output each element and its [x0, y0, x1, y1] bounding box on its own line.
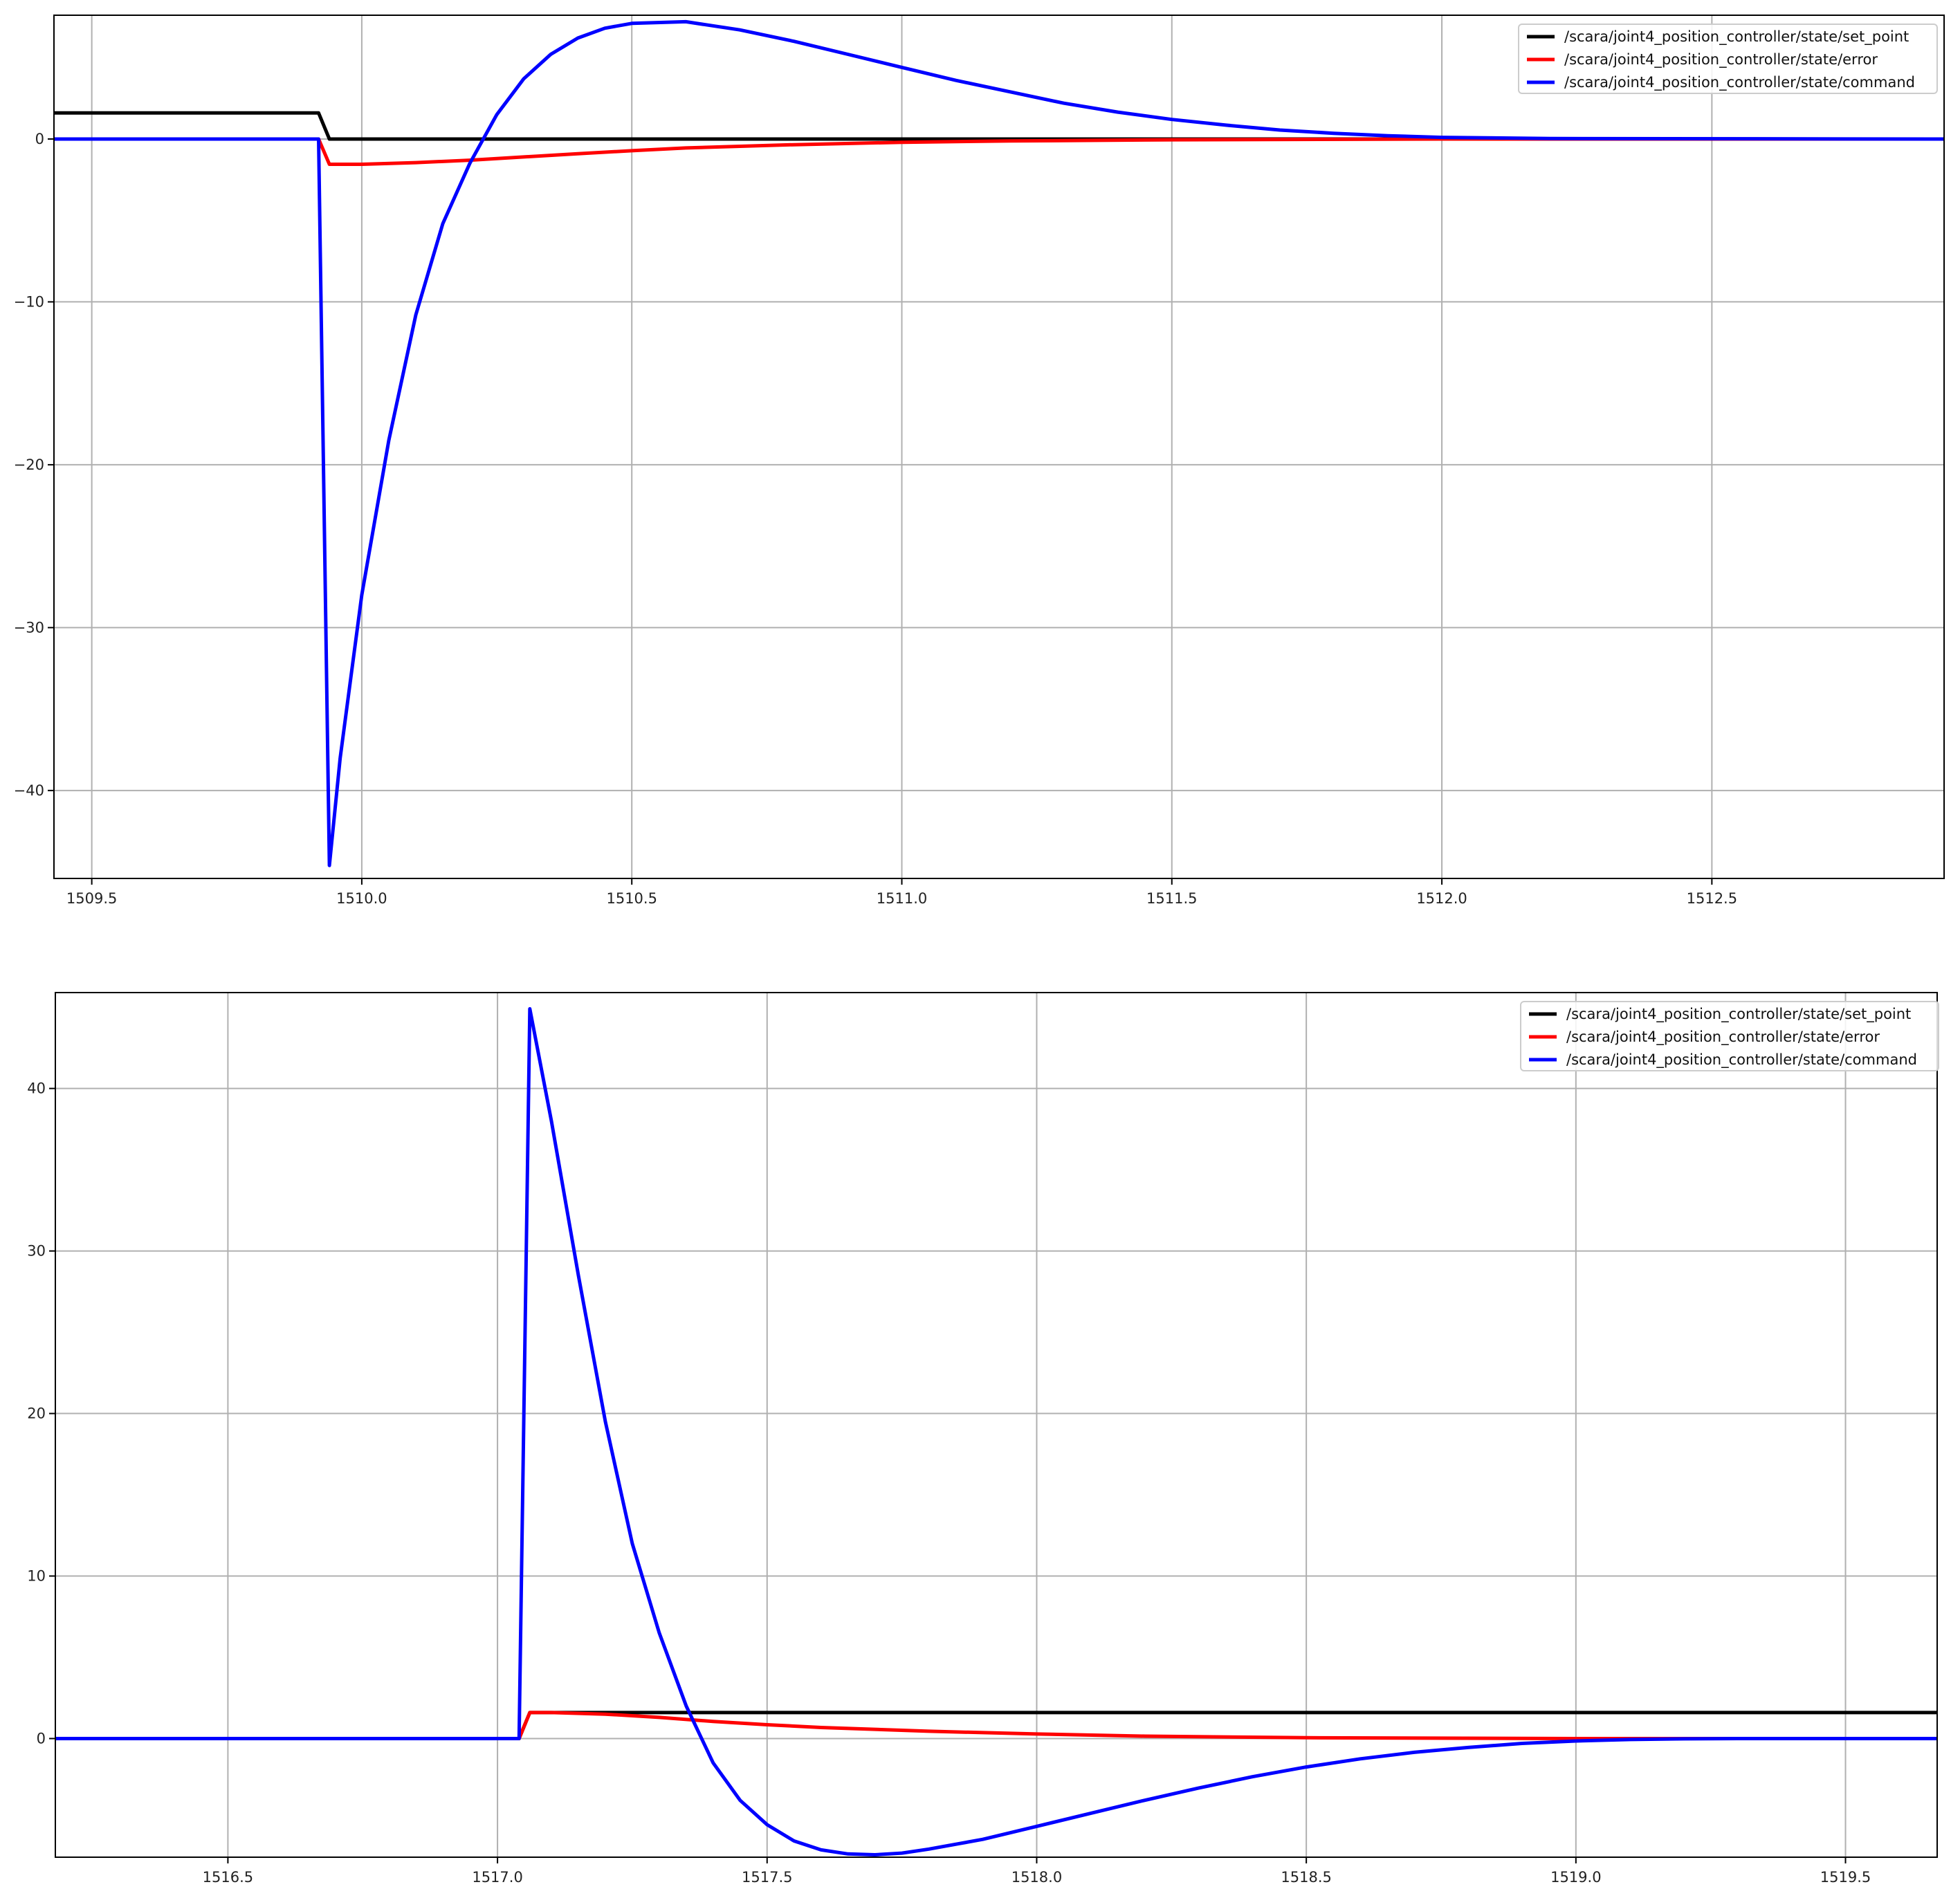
- legend-label: /scara/joint4_position_controller/state/…: [1564, 51, 1878, 68]
- command-line: [55, 1007, 1937, 1856]
- x-tick-label: 1510.5: [606, 890, 657, 907]
- legend-label: /scara/joint4_position_controller/state/…: [1564, 74, 1915, 91]
- plot-frame: [55, 992, 1938, 1858]
- series-group: [54, 19, 1944, 867]
- y-tick-label: −30: [14, 619, 44, 636]
- x-tick-label: 1518.5: [1281, 1869, 1331, 1886]
- bottom-chart: 1516.5 1517.0 1517.5 1518.0 1518.5 1519.0 1519…: [27, 992, 1939, 1886]
- error-line: [54, 137, 1944, 166]
- y-tick-label: −40: [14, 782, 44, 799]
- series-group: [55, 1007, 1937, 1856]
- x-tick-label: 1511.5: [1146, 890, 1197, 907]
- x-tick-label: 1510.0: [336, 890, 387, 907]
- y-tick-label: 30: [27, 1243, 46, 1260]
- legend: /scara/joint4_position_controller/state/…: [1520, 1001, 1939, 1071]
- x-tick-label: 1509.5: [66, 890, 117, 907]
- y-tick-label: −20: [14, 457, 44, 473]
- legend-label: /scara/joint4_position_controller/state/…: [1566, 1006, 1911, 1023]
- legend: /scara/joint4_position_controller/state/…: [1518, 24, 1938, 94]
- legend-label: /scara/joint4_position_controller/state/…: [1564, 28, 1909, 46]
- x-tick-label: 1519.5: [1820, 1869, 1871, 1886]
- x-tick-label: 1518.0: [1011, 1869, 1062, 1886]
- legend-label: /scara/joint4_position_controller/state/…: [1566, 1051, 1917, 1069]
- x-tick-label: 1516.5: [203, 1869, 253, 1886]
- x-tick-label: 1512.5: [1687, 890, 1737, 907]
- command-line: [54, 19, 1944, 867]
- error-line: [55, 1711, 1937, 1740]
- x-tick-label: 1511.0: [877, 890, 927, 907]
- legend-box: [1520, 1001, 1939, 1071]
- x-tick-label: 1512.0: [1416, 890, 1467, 907]
- x-tick-label: 1517.0: [472, 1869, 522, 1886]
- top-chart: 1509.5 1510.0 1510.5 1511.0 1511.5 1512.0 1512…: [14, 15, 1945, 907]
- y-tick-label: 0: [37, 1730, 46, 1747]
- legend-label: /scara/joint4_position_controller/state/…: [1566, 1029, 1880, 1046]
- y-tick-label: 40: [27, 1080, 46, 1097]
- x-tick-label: 1517.5: [742, 1869, 792, 1886]
- y-tick-label: 0: [35, 131, 44, 147]
- y-tick-label: 10: [27, 1568, 46, 1585]
- legend-box: [1518, 24, 1938, 94]
- plot-frame: [53, 15, 1945, 879]
- y-tick-label: 20: [27, 1406, 46, 1422]
- x-tick-label: 1519.0: [1550, 1869, 1601, 1886]
- y-tick-label: −10: [14, 293, 44, 310]
